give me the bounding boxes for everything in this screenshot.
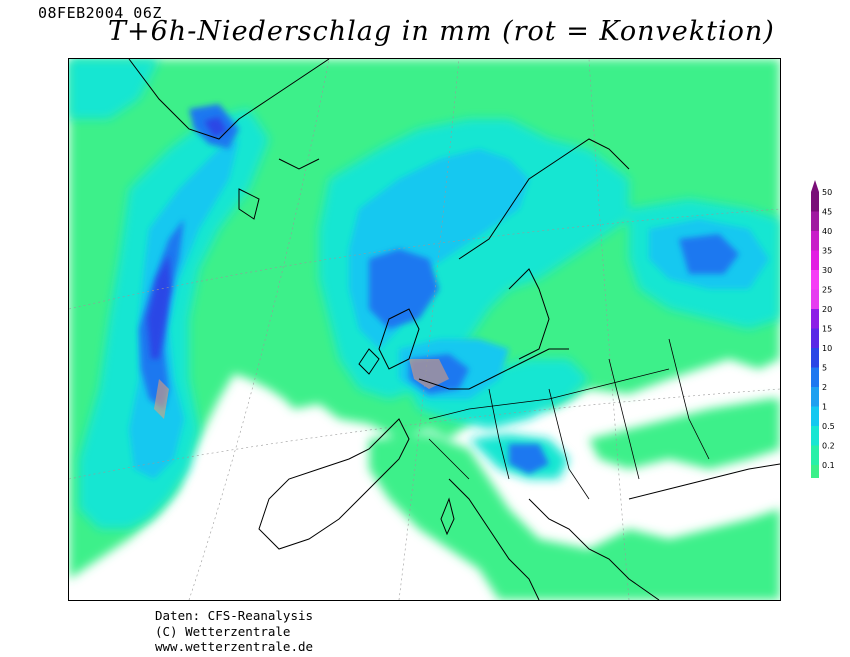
legend-swatch (811, 367, 819, 387)
legend-label: 45 (822, 208, 832, 217)
legend-label: 35 (822, 247, 832, 256)
legend-label: 5 (822, 364, 827, 373)
legend-label: 1 (822, 403, 827, 412)
map-title: T+6h-Niederschlag in mm (rot = Konvektio… (108, 16, 775, 47)
legend-swatch (811, 328, 819, 348)
legend-swatch (811, 250, 819, 270)
legend-swatch (811, 465, 819, 478)
legend-label: 25 (822, 286, 832, 295)
legend-swatch (811, 426, 819, 446)
graticule (69, 59, 780, 600)
legend-swatch (811, 406, 819, 426)
legend-label: 0.1 (822, 461, 835, 470)
credits-copyright: (C) Wetterzentrale (155, 623, 291, 639)
legend-swatch (811, 387, 819, 407)
legend-swatch (811, 192, 819, 212)
legend-label: 50 (822, 188, 832, 197)
precip-layer-10mm (147, 117, 227, 359)
legend-swatch (811, 289, 819, 309)
legend-label: 30 (822, 266, 832, 275)
legend-label: 15 (822, 325, 832, 334)
convection-markers (154, 359, 449, 419)
legend-label: 10 (822, 344, 832, 353)
credits-url: www.wetterzentrale.de (155, 639, 314, 654)
legend-arrow-top (811, 180, 819, 192)
datestamp: 08FEB2004 06Z (38, 4, 162, 22)
legend-label: 40 (822, 227, 832, 236)
legend-swatch (811, 348, 819, 368)
credits-source: Daten: CFS-Reanalysis (155, 608, 314, 623)
legend-swatch (811, 445, 819, 465)
coastlines (128, 59, 780, 600)
legend-label: 0.2 (822, 442, 835, 451)
legend-swatch (811, 231, 819, 251)
legend-swatch (811, 211, 819, 231)
precipitation-legend: 50 45 40 35 30 25 20 15 10 5 2 1 0.5 0.2 0.1 (811, 180, 835, 478)
country-borders (428, 338, 710, 500)
precipitation-map (68, 58, 781, 601)
credits: Daten: CFS-Reanalysis (C) Wetterzentrale… (155, 608, 313, 655)
legend-label: 2 (822, 383, 827, 392)
legend-swatch (811, 270, 819, 290)
legend-label: 20 (822, 305, 832, 314)
legend-swatch (811, 309, 819, 329)
legend-label: 0.5 (822, 422, 835, 431)
